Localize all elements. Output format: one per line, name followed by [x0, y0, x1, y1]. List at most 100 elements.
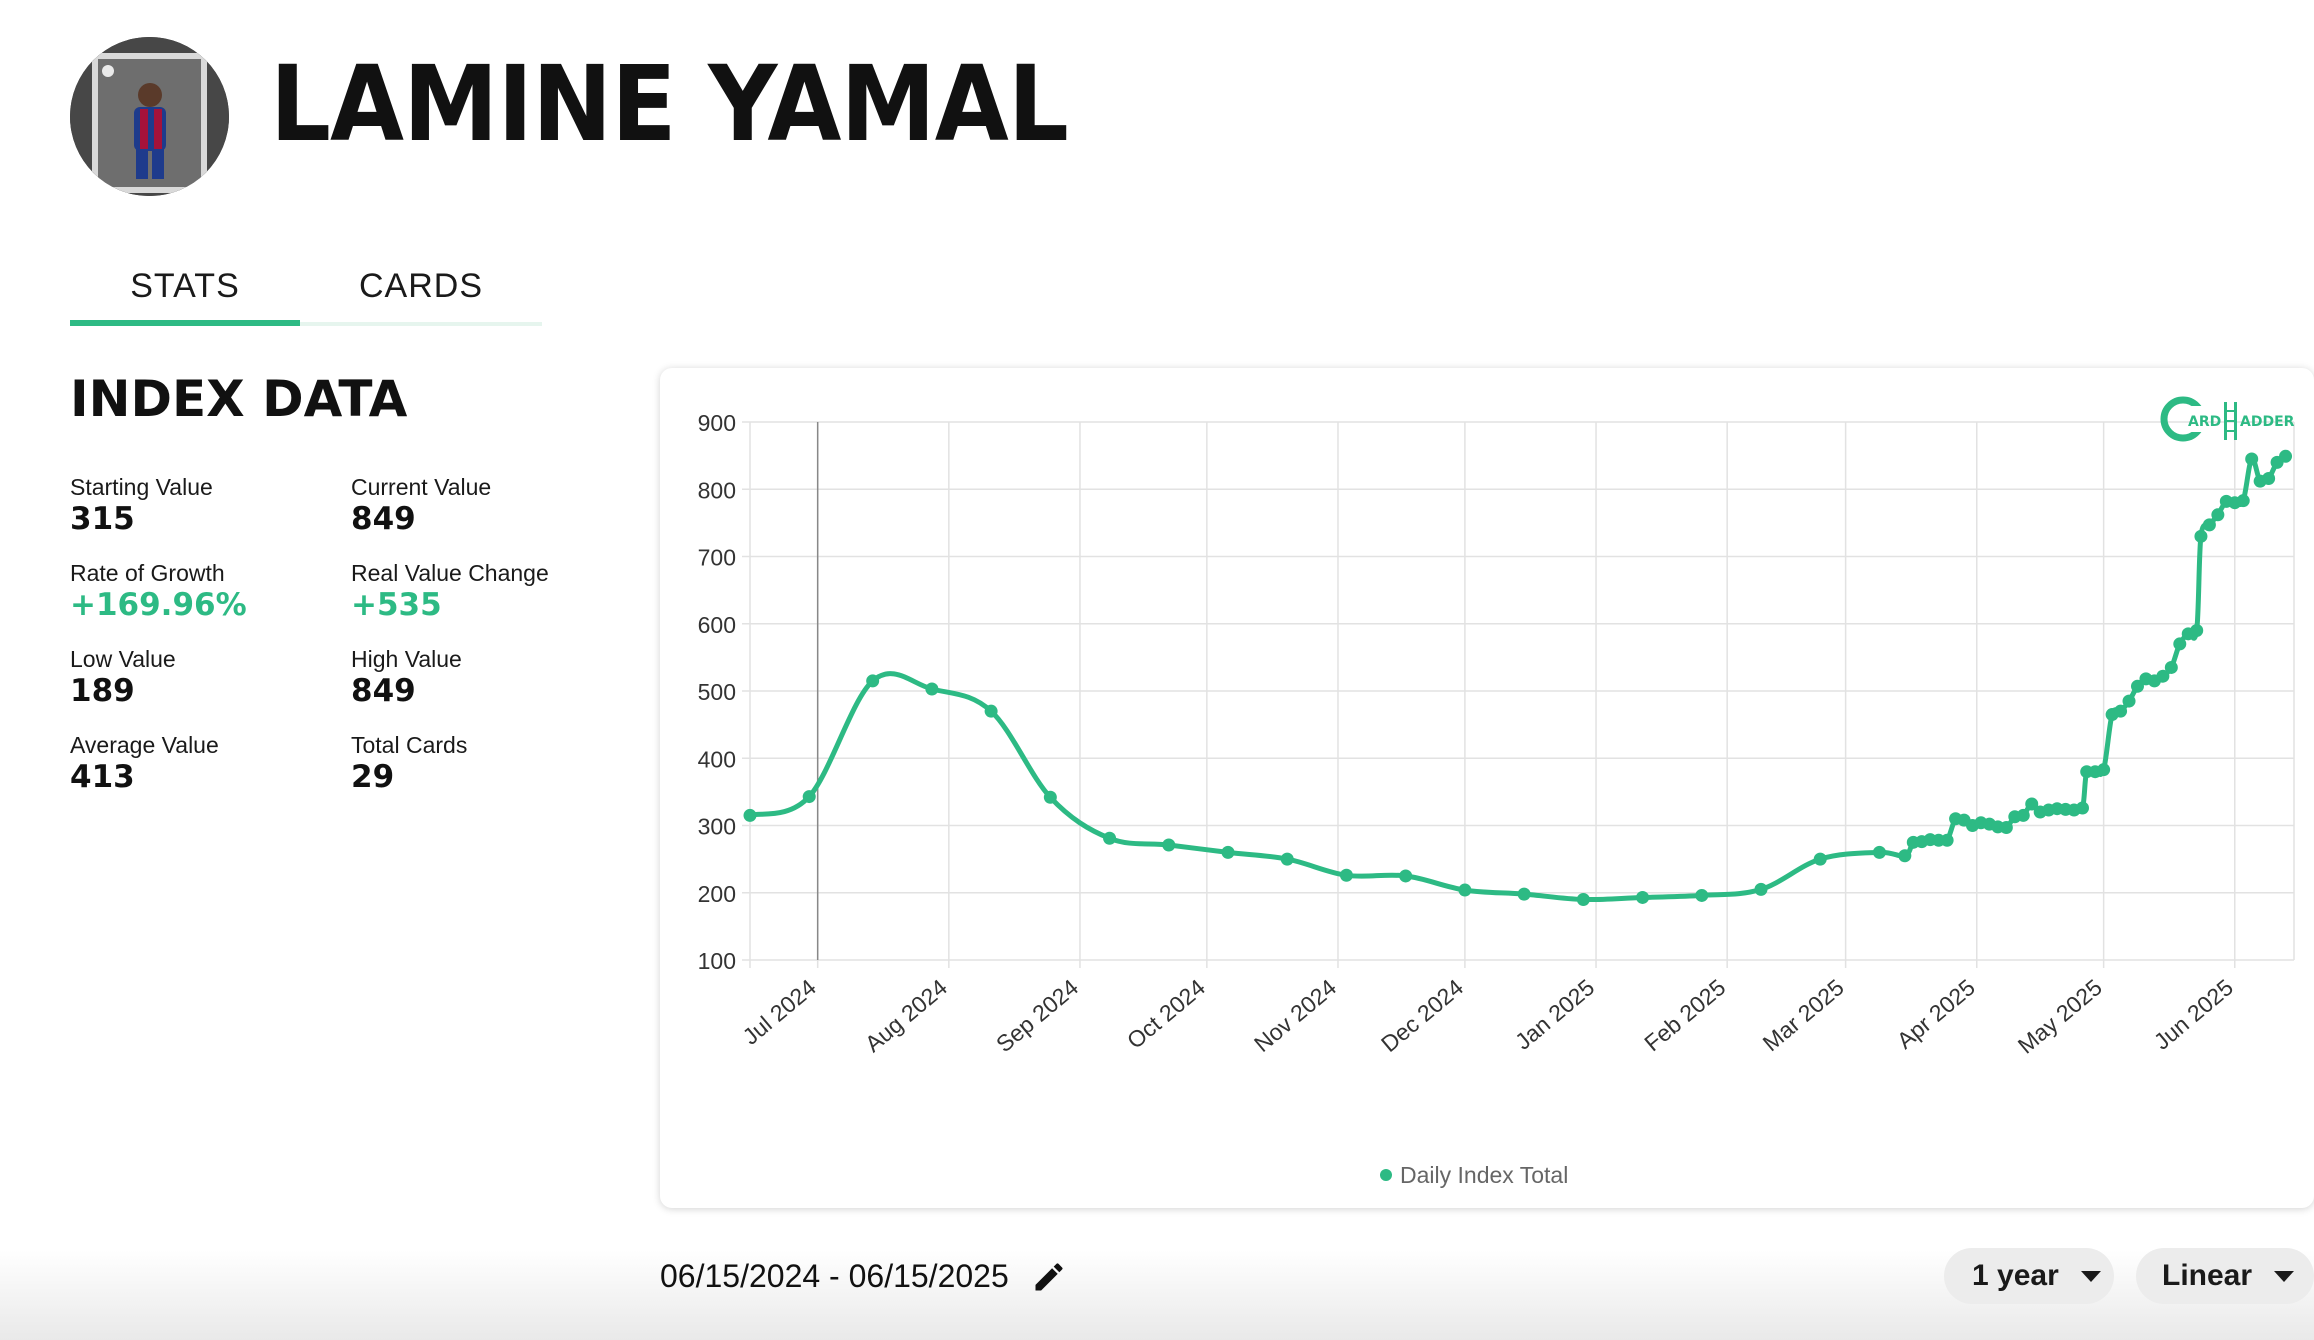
y-tick-label: 900	[698, 410, 736, 436]
cardladder-logo: ARD ADDER	[2160, 396, 2295, 442]
stat-rate-of-growth: Rate of Growth +169.96%	[70, 559, 247, 623]
stat-real-value-change: Real Value Change +535	[351, 559, 549, 623]
svg-text:ARD: ARD	[2188, 414, 2221, 430]
legend-label: Daily Index Total	[1400, 1162, 1568, 1188]
stat-value: 849	[351, 673, 416, 709]
chevron-down-icon	[2080, 1270, 2101, 1282]
stat-label: Total Cards	[351, 732, 468, 758]
x-tick-label: Jun 2025	[2149, 974, 2238, 1055]
y-tick-label: 700	[698, 545, 736, 571]
data-point[interactable]	[2211, 508, 2225, 522]
stat-label: Current Value	[351, 474, 492, 500]
data-point[interactable]	[2190, 623, 2204, 637]
data-point[interactable]	[1940, 833, 1954, 847]
scale-select-value: Linear	[2162, 1259, 2253, 1292]
data-point[interactable]	[2122, 694, 2136, 708]
stat-average-value: Average Value 413	[70, 731, 219, 795]
data-point[interactable]	[1103, 831, 1117, 845]
x-tick-label: Feb 2025	[1639, 974, 1730, 1056]
x-tick-label: Jan 2025	[1510, 974, 1599, 1055]
y-tick-label: 800	[698, 477, 736, 503]
data-point[interactable]	[743, 808, 757, 822]
scale-select[interactable]: Linear	[2136, 1248, 2314, 1304]
stat-label: High Value	[351, 646, 462, 672]
stat-value: 849	[351, 501, 416, 537]
data-point[interactable]	[1999, 821, 2013, 835]
data-point[interactable]	[1221, 845, 1235, 859]
data-point[interactable]	[2245, 452, 2259, 466]
chevron-down-icon	[2274, 1270, 2295, 1282]
data-point[interactable]	[866, 674, 880, 688]
data-point[interactable]	[2016, 808, 2030, 822]
data-point[interactable]	[2262, 471, 2276, 485]
data-point[interactable]	[1898, 849, 1912, 863]
stat-starting-value: Starting Value 315	[70, 473, 213, 537]
stat-value: 315	[70, 501, 135, 537]
data-point[interactable]	[1399, 869, 1413, 883]
data-point[interactable]	[1576, 892, 1590, 906]
tab-stats[interactable]: STATS	[130, 266, 240, 305]
stat-value: 29	[351, 759, 395, 795]
data-point[interactable]	[802, 790, 816, 804]
stat-label: Real Value Change	[351, 560, 549, 586]
data-point[interactable]	[1458, 883, 1472, 897]
tab-bar: STATS CARDS	[70, 250, 542, 326]
x-tick-label: Oct 2024	[1122, 974, 1210, 1054]
data-point[interactable]	[984, 704, 998, 718]
data-point[interactable]	[2114, 704, 2128, 718]
tab-track	[70, 322, 542, 326]
date-range: 06/15/2024 - 06/15/2025	[660, 1258, 1067, 1295]
data-point[interactable]	[2202, 518, 2216, 532]
range-select[interactable]: 1 year	[1944, 1248, 2114, 1304]
x-tick-label: Dec 2024	[1376, 974, 1468, 1057]
x-tick-label: Mar 2025	[1758, 974, 1849, 1056]
index-data-title: INDEX DATA	[70, 370, 408, 428]
y-tick-label: 200	[698, 881, 736, 907]
data-point[interactable]	[1517, 887, 1531, 901]
stat-label: Rate of Growth	[70, 560, 225, 586]
stat-total-cards: Total Cards 29	[351, 731, 467, 795]
data-point[interactable]	[2097, 763, 2111, 777]
data-point[interactable]	[925, 682, 939, 696]
y-tick-label: 400	[698, 746, 736, 772]
data-point[interactable]	[2236, 494, 2250, 508]
data-point[interactable]	[2025, 797, 2039, 811]
data-point[interactable]	[1754, 882, 1768, 896]
data-point[interactable]	[2194, 529, 2208, 543]
data-point[interactable]	[1872, 845, 1886, 859]
date-range-text: 06/15/2024 - 06/15/2025	[660, 1258, 1009, 1294]
stat-current-value: Current Value 849	[351, 473, 491, 537]
y-tick-label: 300	[698, 814, 736, 840]
data-point[interactable]	[2156, 669, 2170, 683]
data-point[interactable]	[2164, 660, 2178, 674]
data-point[interactable]	[1043, 790, 1057, 804]
range-select-value: 1 year	[1972, 1259, 2059, 1292]
stat-value: 189	[70, 673, 135, 709]
pencil-icon[interactable]	[1031, 1259, 1067, 1295]
data-point[interactable]	[1339, 868, 1353, 882]
stat-label: Low Value	[70, 646, 176, 672]
data-point[interactable]	[1162, 838, 1176, 852]
data-point[interactable]	[2075, 801, 2089, 815]
data-point[interactable]	[1280, 852, 1294, 866]
data-point[interactable]	[2130, 679, 2144, 693]
x-tick-label: Nov 2024	[1249, 974, 1341, 1057]
y-tick-label: 100	[698, 948, 736, 974]
x-tick-label: May 2025	[2013, 974, 2107, 1059]
x-tick-label: Jul 2024	[738, 974, 821, 1050]
data-point[interactable]	[1636, 890, 1650, 904]
data-point[interactable]	[2279, 449, 2293, 463]
stat-high-value: High Value 849	[351, 645, 462, 709]
svg-text:ADDER: ADDER	[2240, 414, 2295, 430]
data-point[interactable]	[1695, 888, 1709, 902]
x-tick-label: Sep 2024	[991, 974, 1083, 1057]
chart-legend[interactable]: Daily Index Total	[1380, 1162, 1568, 1188]
data-point[interactable]	[1813, 852, 1827, 866]
stat-value: +535	[351, 587, 442, 623]
stat-value: 413	[70, 759, 135, 795]
tab-cards[interactable]: CARDS	[358, 266, 484, 305]
bottom-fade	[0, 1250, 2314, 1340]
x-tick-label: Apr 2025	[1892, 974, 1980, 1054]
data-point[interactable]	[2173, 637, 2187, 651]
